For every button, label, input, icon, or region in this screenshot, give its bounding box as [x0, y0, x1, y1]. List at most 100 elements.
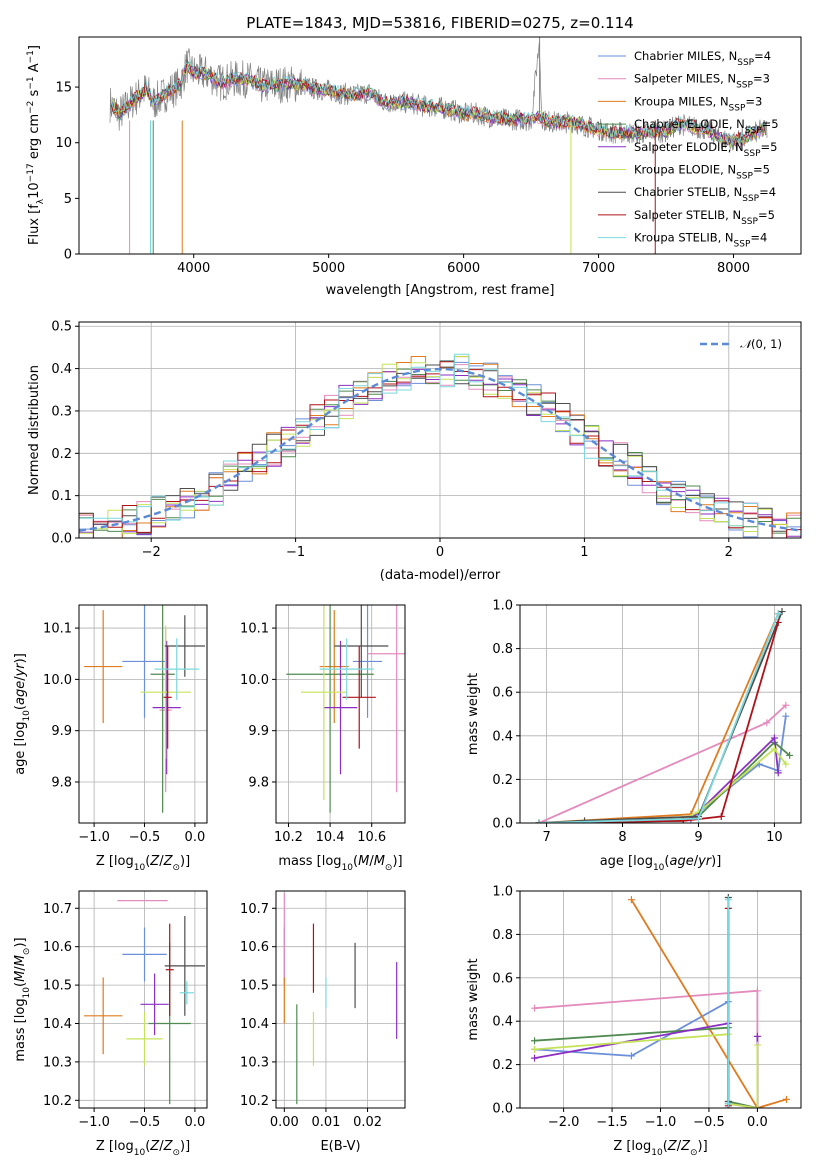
- error-point-salpeter-elodie: [323, 640, 358, 775]
- y-tick-label: 9.8: [248, 775, 269, 790]
- legend-entry-chabrier-stelib: Chabrier STELIB, NSSP=4: [634, 185, 776, 204]
- legend-entry-salpeter-miles-part: SSP: [736, 81, 753, 91]
- plus-marker: [774, 610, 782, 618]
- mass_vs_z-y-axis-label-part: )]: [13, 937, 28, 947]
- mass_weight_vs_age-y-axis-label: mass weight: [466, 673, 481, 755]
- x-tick-label: 1: [580, 545, 588, 560]
- x-tick-label: 0.01: [311, 1115, 340, 1130]
- y-tick-label: 10.7: [240, 902, 269, 917]
- x-tick-label: 7: [542, 830, 550, 845]
- legend-entry-salpeter-stelib-part: SSP: [741, 217, 758, 227]
- legend-entry-normal-part: (0, 1): [751, 337, 782, 351]
- legend-entry-kroupa-elodie-part: Kroupa ELODIE, N: [634, 163, 736, 177]
- spectrum-y-axis-label-part: −1: [26, 76, 36, 89]
- plus-marker: [724, 1100, 732, 1108]
- plus-marker: [531, 1037, 539, 1045]
- error-point-chabrier-elodie: [150, 605, 175, 813]
- age_vs_z-plot-area: [79, 605, 207, 823]
- mass_vs_z-y-axis-label-part: mass [log: [13, 998, 28, 1061]
- x-tick-label: 10.6: [357, 830, 386, 845]
- legend-entry-chabrier-stelib-part: Chabrier STELIB, N: [634, 185, 742, 199]
- mass_weight_vs_z-x-axis-label-part: ⊙: [690, 1148, 698, 1158]
- y-tick-label: 5: [64, 192, 72, 207]
- legend-entry-chabrier-elodie: Chabrier ELODIE, NSSP=5: [634, 117, 779, 136]
- model-spectrum-chabrier-stelib: [111, 59, 767, 145]
- plus-marker: [770, 734, 778, 742]
- plus-marker: [753, 1032, 761, 1040]
- age_vs_mass-x-axis-label-part: mass [log: [278, 854, 341, 869]
- age_vs_z-x-axis-label-part: Z: [163, 854, 174, 869]
- y-tick-label: 0.4: [51, 362, 72, 377]
- model-spectrum-salpeter-stelib: [111, 63, 767, 146]
- x-tick-label: 0.02: [353, 1115, 382, 1130]
- age_vs_z-x-axis-label-part: Z [log: [96, 854, 134, 869]
- axes-frame: [78, 321, 802, 539]
- spectrum-y-axis-label-part: Flux [f: [27, 204, 42, 245]
- y-tick-label: 10.5: [240, 979, 269, 994]
- axes-frame: [78, 36, 802, 255]
- y-tick-label: 0: [64, 248, 72, 263]
- error-point-kroupa-elodie: [140, 625, 191, 759]
- y-tick-label: 0.0: [492, 817, 513, 832]
- legend-entry-kroupa-stelib: Kroupa STELIB, NSSP=4: [634, 231, 767, 250]
- error-point-kroupa-stelib: [319, 638, 374, 700]
- legend-entry-kroupa-stelib-part: SSP: [734, 240, 751, 250]
- x-tick-label: 0.0: [185, 1115, 206, 1130]
- age_vs_z-x-axis-label-part: Z: [149, 854, 160, 869]
- mass_weight_vs_z-plot-area: [520, 891, 801, 1108]
- y-tick-label: 9.9: [248, 724, 269, 739]
- y-tick-label: 10.6: [240, 940, 269, 955]
- mass_weight_vs_age-x-axis-label-part: /: [694, 854, 699, 869]
- mass_vs_z-x-axis-label-part: /: [159, 1139, 164, 1154]
- y-tick-label: 10.1: [240, 622, 269, 637]
- legend-entry-kroupa-stelib-part: Kroupa STELIB, N: [634, 231, 734, 245]
- legend-entry-salpeter-stelib-part: =5: [758, 208, 775, 222]
- mass_vs_z-x-axis-label-part: (: [145, 1139, 150, 1154]
- y-tick-label: 0.0: [51, 532, 72, 547]
- mass_weight_vs_age-x-axis-label-part: 10: [653, 863, 665, 873]
- mass_weight_vs_age-x-axis-label-part: age: [669, 854, 693, 869]
- error-point-chabrier-stelib: [164, 915, 205, 1016]
- legend-entry-salpeter-elodie-part: Salpeter ELODIE, N: [634, 140, 744, 154]
- error-point-kroupa-miles: [84, 610, 123, 723]
- error-point-chabrier-miles: [122, 605, 167, 718]
- legend-entry-kroupa-stelib-part: =4: [750, 231, 767, 245]
- y-tick-label: 10.2: [240, 1094, 269, 1109]
- x-tick-label: 4000: [177, 261, 210, 276]
- y-tick-label: 0.5: [51, 320, 72, 335]
- mass_weight_vs_age-x-axis-label-part: )]: [711, 854, 721, 869]
- x-tick-label: 0.0: [747, 1115, 768, 1130]
- legend-entry-chabrier-stelib-part: =4: [759, 185, 776, 199]
- y-tick-label: 9.8: [51, 775, 72, 790]
- mass_vs_z-x-axis-label-part: Z [log: [96, 1139, 134, 1154]
- x-tick-label: −1: [286, 545, 305, 560]
- x-tick-label: −0.5: [129, 830, 161, 845]
- mass_weight_vs_age-x-axis-label-part: yr: [697, 854, 713, 869]
- plus-marker: [627, 896, 635, 904]
- legend-entry-salpeter-miles-part: Salpeter MILES, N: [634, 72, 736, 86]
- mass_vs_z-x-axis-label-part: 10: [134, 1148, 146, 1158]
- error-point-kroupa-elodie: [300, 605, 347, 800]
- error-point-salpeter-stelib: [342, 646, 376, 749]
- mass_vs_ebv-panel: 0.00 0.01 0.02 10.2 10.3 10.4 10.5 10.6 10.7 E(B-…: [240, 890, 406, 1154]
- plus-marker: [724, 896, 732, 904]
- y-tick-label: 0.8: [492, 642, 513, 657]
- plus-marker: [531, 1054, 539, 1062]
- mass_vs_z-panel: −1.0 −0.5 0.0 10.2 10.3 10.4 10.5 10.6 10.7 Z [lo…: [13, 890, 208, 1158]
- plus-marker: [782, 701, 790, 709]
- y-tick-label: 0.4: [492, 1015, 513, 1030]
- axes-frame: [519, 604, 802, 824]
- error-point-kroupa-miles: [84, 977, 123, 1055]
- spectrum-x-axis-label: wavelength [Angstrom, rest frame]: [326, 283, 555, 298]
- age_vs_mass-x-axis-label-part: M: [358, 854, 369, 869]
- plus-marker: [774, 769, 782, 777]
- y-tick-label: 10.2: [43, 1094, 72, 1109]
- mass_weight_vs_z-x-axis-label: Z [log10(Z/Z⊙)]: [613, 1139, 707, 1158]
- age_vs_z-y-axis-label-part: 10: [22, 710, 32, 722]
- residuals-panel: −2 −1 0 1 2 0.0 0.1 0.2 0.3 0.4 0.5 (data-model)/er…: [27, 320, 802, 583]
- spectrum-y-axis-label-part: A: [27, 63, 42, 76]
- age_vs_z-x-axis-label-part: )]: [180, 854, 190, 869]
- legend-entry-salpeter-miles: Salpeter MILES, NSSP=3: [634, 72, 770, 91]
- error-point-kroupa-stelib: [154, 638, 199, 700]
